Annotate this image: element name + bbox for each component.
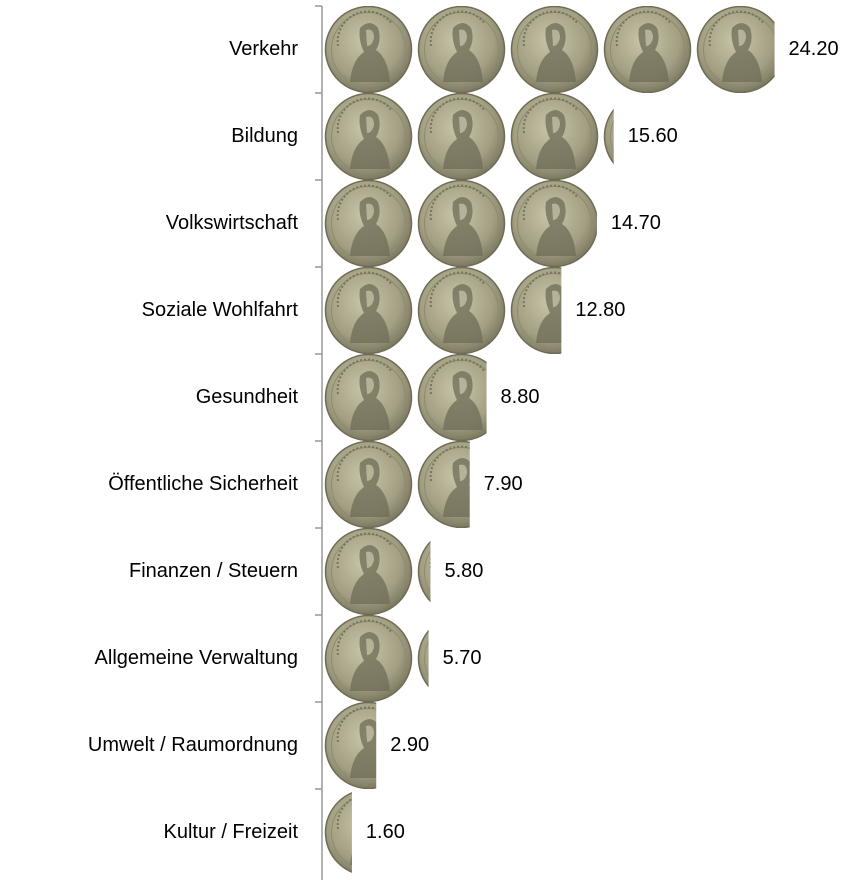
bar <box>322 789 352 876</box>
category-label: Umwelt / Raumordnung <box>88 734 298 756</box>
bar <box>322 528 431 615</box>
bar <box>322 180 597 267</box>
bar <box>322 441 470 528</box>
value-label: 8.80 <box>501 386 540 408</box>
value-label: 12.80 <box>575 299 625 321</box>
value-label: 24.20 <box>789 38 839 60</box>
bar <box>322 615 429 702</box>
category-label: Soziale Wohlfahrt <box>142 299 299 321</box>
bar <box>322 354 487 441</box>
category-label: Volkswirtschaft <box>166 212 299 234</box>
value-label: 5.70 <box>443 647 482 669</box>
bar <box>322 267 562 354</box>
category-label: Verkehr <box>229 38 298 60</box>
bar <box>322 702 377 789</box>
category-label: Finanzen / Steuern <box>129 560 298 582</box>
category-label: Gesundheit <box>196 386 299 408</box>
value-label: 14.70 <box>611 212 661 234</box>
category-label: Bildung <box>231 125 298 147</box>
value-label: 1.60 <box>366 821 405 843</box>
value-label: 7.90 <box>484 473 523 495</box>
value-label: 5.80 <box>444 560 483 582</box>
category-label: Öffentliche Sicherheit <box>108 473 298 495</box>
category-label: Allgemeine Verwaltung <box>95 647 298 669</box>
category-label: Kultur / Freizeit <box>164 821 299 843</box>
value-label: 15.60 <box>628 125 678 147</box>
bar <box>322 6 775 93</box>
value-label: 2.90 <box>390 734 429 756</box>
bar <box>322 93 614 180</box>
